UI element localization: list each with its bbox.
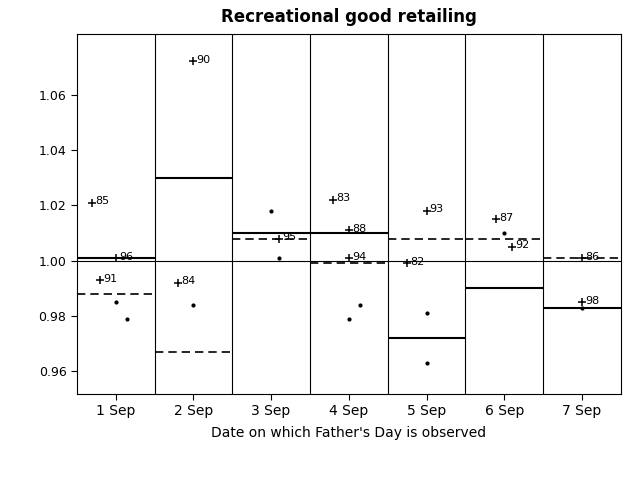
Text: 88: 88 <box>352 224 366 234</box>
Text: 85: 85 <box>95 196 109 206</box>
Text: 93: 93 <box>429 204 444 215</box>
Text: 90: 90 <box>196 55 211 65</box>
Text: 87: 87 <box>500 213 514 223</box>
Text: 91: 91 <box>103 274 117 284</box>
Text: 98: 98 <box>585 296 599 306</box>
Title: Recreational good retailing: Recreational good retailing <box>221 9 477 26</box>
Text: 95: 95 <box>282 232 296 242</box>
Text: 84: 84 <box>181 276 195 287</box>
Text: 96: 96 <box>119 252 133 262</box>
X-axis label: Date on which Father's Day is observed: Date on which Father's Day is observed <box>211 426 486 440</box>
Text: 94: 94 <box>352 252 366 262</box>
Text: 82: 82 <box>410 257 424 267</box>
Text: 83: 83 <box>337 193 351 204</box>
Text: 86: 86 <box>585 252 599 262</box>
Text: 92: 92 <box>515 240 529 251</box>
